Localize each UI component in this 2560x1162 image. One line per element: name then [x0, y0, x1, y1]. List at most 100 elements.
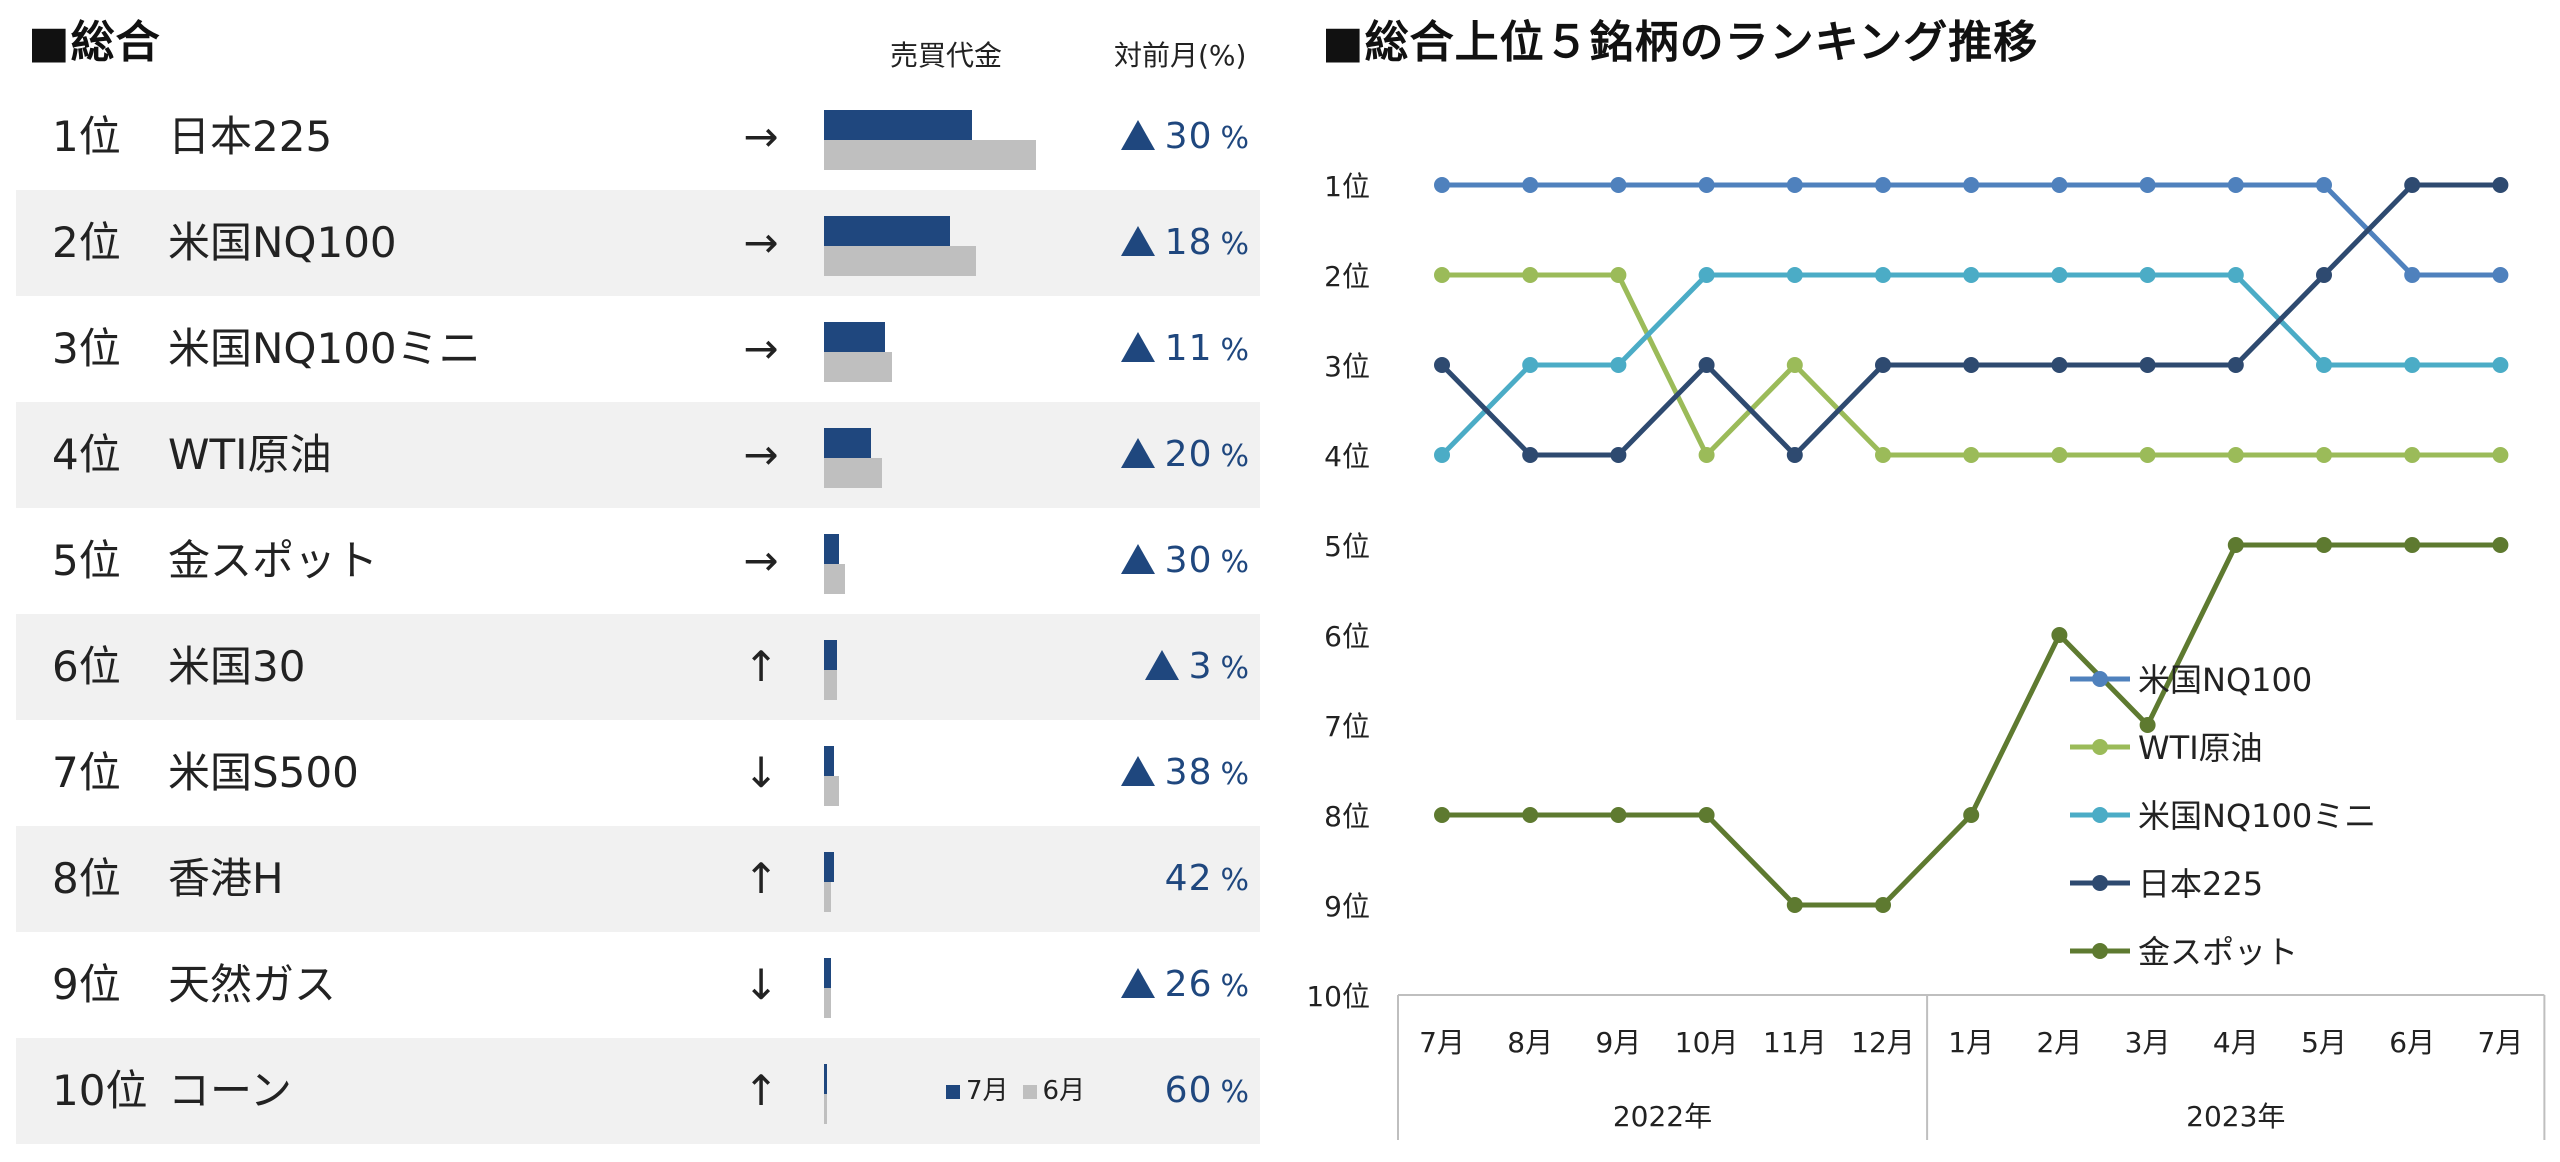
legend-label: 日本225 [2138, 865, 2263, 903]
volume-bar-current [824, 852, 835, 882]
mom-percent-value: 3 [1188, 646, 1213, 687]
data-point [1786, 357, 1803, 373]
legend-swatch-current [946, 1085, 960, 1099]
table-row: 9位 天然ガス ↓ 26% [16, 932, 1260, 1038]
table-row: 10位 コーン ↑ 60% 7月 6月 [16, 1038, 1260, 1144]
data-point [1434, 357, 1450, 373]
legend-marker [2092, 807, 2108, 823]
volume-bar-current [824, 322, 885, 352]
data-point [1610, 267, 1627, 283]
data-point [1698, 267, 1715, 283]
mom-percent: 42% [1165, 826, 1250, 934]
data-point [1963, 807, 1980, 823]
rank-label: 6位 [52, 642, 121, 691]
increase-triangle-icon [1120, 544, 1155, 574]
percent-unit: % [1220, 121, 1250, 156]
data-point [2227, 447, 2244, 463]
data-point [2492, 267, 2509, 283]
percent-unit: % [1220, 651, 1250, 686]
y-tick-label: 1位 [1324, 170, 1370, 203]
volume-bar-previous [824, 564, 845, 594]
data-point [2404, 447, 2421, 463]
legend-label: 米国NQ100 [2138, 661, 2312, 699]
increase-triangle-icon [1120, 332, 1155, 362]
mom-percent-value: 20 [1164, 434, 1213, 475]
legend-marker [2092, 671, 2108, 687]
data-point [2051, 357, 2068, 373]
instrument-name: 香港H [168, 854, 284, 903]
data-point [1698, 357, 1715, 373]
legend-marker [2092, 739, 2108, 755]
mom-percent: 18% [1120, 190, 1250, 298]
data-point [2051, 177, 2068, 193]
series-line [1442, 542, 2501, 908]
volume-bar-previous [824, 882, 832, 912]
volume-bar-previous [824, 352, 893, 382]
increase-triangle-icon [1120, 226, 1155, 256]
trend-arrow: → [743, 324, 779, 373]
mom-percent: 30% [1120, 84, 1250, 192]
volume-bar-previous [824, 1094, 827, 1124]
volume-bar-previous [824, 140, 1036, 170]
series-line [1442, 182, 2501, 278]
mom-percent-value: 26 [1164, 964, 1213, 1005]
increase-triangle-icon [1120, 968, 1155, 998]
series-line [1440, 182, 2501, 458]
volume-bar-previous [824, 246, 977, 276]
data-point [1786, 177, 1803, 193]
increase-triangle-icon [1120, 120, 1155, 150]
trend-arrow: → [743, 430, 779, 479]
data-point [2227, 267, 2244, 283]
instrument-name: 米国30 [168, 642, 306, 691]
data-point [2051, 447, 2068, 463]
instrument-name: 日本225 [168, 112, 333, 161]
table-row: 6位 米国30 ↑ 3% [16, 614, 1260, 720]
percent-unit: % [1220, 439, 1250, 474]
legend-label-previous: 6月 [1042, 1076, 1086, 1106]
y-tick-label: 7位 [1324, 710, 1370, 743]
instrument-name: コーン [168, 1066, 292, 1115]
rank-label: 8位 [52, 854, 121, 903]
data-point [2492, 357, 2509, 373]
data-point [1875, 267, 1891, 283]
table-row: 5位 金スポット → 30% [16, 508, 1260, 614]
data-point [2492, 537, 2509, 553]
x-tick-label: 9月 [1595, 1026, 1641, 1059]
data-point [1875, 897, 1891, 913]
mom-percent-value: 11 [1164, 328, 1213, 369]
percent-unit: % [1220, 227, 1250, 262]
data-point [2139, 267, 2156, 283]
mom-percent-value: 60 [1164, 1070, 1213, 1111]
volume-bar-current [824, 534, 839, 564]
rank-label: 3位 [52, 324, 121, 373]
data-point [2492, 447, 2509, 463]
mom-percent-value: 30 [1164, 540, 1213, 581]
table-row: 1位 日本225 → 30% [16, 84, 1260, 190]
data-point [2139, 177, 2156, 193]
trend-arrow: ↑ [743, 1066, 779, 1115]
data-point [1522, 357, 1539, 373]
legend-swatch-previous [1022, 1085, 1037, 1099]
mom-percent-value: 30 [1164, 116, 1213, 157]
x-tick-label: 7月 [1419, 1026, 1465, 1059]
ranking-line-chart: 1位 2位 3位 4位 5位 6位 7位 8位 9位 10位 2022年 2023年 7月 8月 9月 10月… [1306, 170, 2546, 1140]
legend-label: 米国NQ100ミニ [2138, 797, 2376, 835]
mom-header: 対前月(%) [1114, 39, 1247, 72]
data-point [2492, 177, 2509, 193]
volume-bar-current [824, 958, 832, 988]
instrument-name: 米国S500 [168, 748, 359, 797]
data-point [2316, 537, 2332, 553]
data-point [1963, 357, 1980, 373]
data-point [2316, 267, 2332, 283]
data-point [2316, 357, 2332, 373]
volume-bar-current [824, 1064, 827, 1094]
increase-triangle-icon [1144, 650, 1179, 680]
data-point [1610, 357, 1627, 373]
rank-label: 2位 [52, 218, 121, 267]
ranking-table: ■総合 売買代金 対前月(%) 1位 日本225 → 30% 2位 米国NQ100 → 18%… [0, 0, 1270, 1162]
instrument-name: 米国NQ100ミニ [168, 324, 481, 373]
x-tick-label: 11月 [1763, 1026, 1827, 1059]
data-point [2139, 447, 2156, 463]
instrument-name: 金スポット [168, 536, 379, 585]
mom-percent: 3% [1144, 614, 1250, 722]
